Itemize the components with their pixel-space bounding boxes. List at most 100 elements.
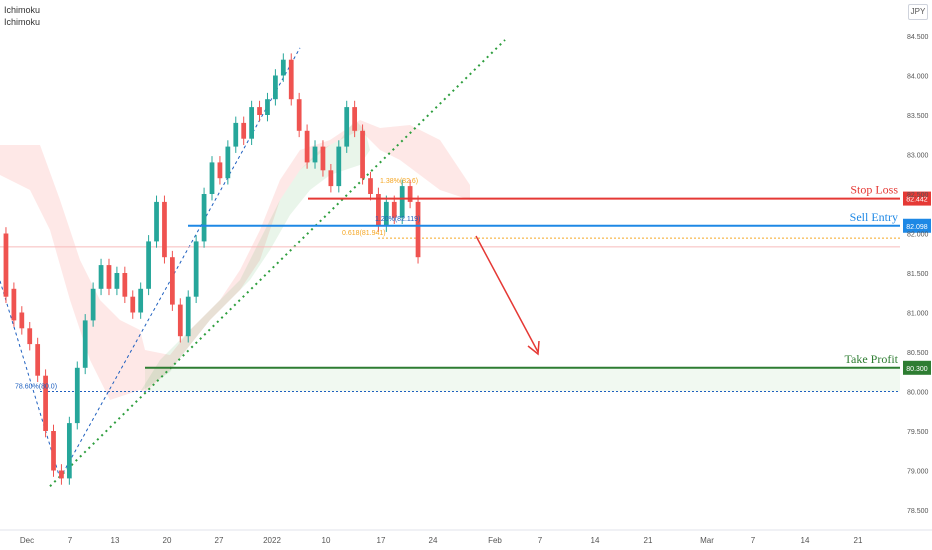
fib-label: 0.618(81.941)	[342, 230, 386, 237]
currency-label[interactable]: JPY	[908, 4, 928, 20]
candle-body	[383, 201, 389, 226]
y-tick-label: 81.000	[907, 311, 929, 318]
y-tick-label: 79.000	[907, 469, 929, 476]
candle-body	[407, 186, 413, 202]
price-tag	[903, 360, 931, 375]
price-tag-value: 80.300	[906, 366, 928, 373]
fib-extension-line	[59, 47, 301, 479]
candle-body	[280, 59, 286, 76]
candle-body	[201, 194, 207, 242]
y-tick-label: 83.000	[907, 153, 929, 160]
x-tick-label: 7	[538, 536, 543, 545]
candle-body	[154, 201, 159, 242]
candle-body	[19, 312, 25, 329]
fib-label: 1.20%(82.119)	[375, 216, 420, 223]
candle-body	[170, 257, 175, 305]
cloud-bullish	[140, 120, 370, 392]
candle-body	[217, 162, 223, 179]
x-tick-label: 17	[377, 536, 386, 545]
candle-body	[162, 201, 167, 258]
x-tick-label: 24	[429, 536, 438, 545]
candle-body	[249, 107, 254, 139]
candle-body	[344, 107, 350, 147]
candle-body	[328, 170, 334, 187]
candles	[3, 53, 421, 485]
candle-body	[11, 288, 17, 321]
y-tick-label: 84.500	[907, 34, 929, 41]
x-tick-label: 2022	[263, 536, 281, 545]
candle-body	[312, 146, 318, 163]
candle-body	[241, 122, 247, 139]
candle-body	[90, 288, 96, 321]
candle-body	[130, 296, 136, 313]
candle-body	[233, 122, 239, 147]
candle-body	[265, 99, 270, 115]
candle-body	[122, 273, 128, 297]
fib-label: 1.38%(82.6)	[380, 178, 418, 185]
candle-body	[3, 233, 9, 297]
candle-body	[257, 107, 262, 115]
y-tick-label: 80.500	[907, 350, 929, 357]
candle-body	[66, 423, 72, 479]
x-tick-label: Dec	[20, 536, 34, 545]
level-label: Sell Entry	[850, 210, 898, 224]
target-arrow	[475, 235, 539, 353]
candle-body	[59, 470, 64, 479]
y-tick-label: 79.500	[907, 429, 929, 436]
candle-body	[74, 367, 80, 424]
candle-body	[360, 130, 365, 179]
candle-body	[193, 241, 199, 297]
candle-body	[320, 146, 326, 171]
candle-body	[138, 288, 144, 313]
candle-body	[98, 265, 104, 289]
fib-extension-line	[0, 280, 61, 479]
x-tick-label: 14	[801, 536, 810, 545]
y-tick-label: 82.500	[907, 192, 929, 199]
x-tick-label: 27	[215, 536, 224, 545]
price-tag	[903, 218, 931, 233]
fib-label: 78.60%(80.0)	[15, 384, 57, 391]
level-label: Take Profit	[845, 352, 899, 366]
x-tick-label: 10	[322, 536, 331, 545]
candle-body	[82, 320, 88, 368]
y-tick-label: 82.000	[907, 232, 929, 239]
trendline-support	[49, 39, 506, 488]
price-tag-value: 82.098	[906, 224, 928, 231]
y-tick-label: 81.500	[907, 271, 929, 278]
candle-body	[336, 146, 342, 187]
candle-body	[35, 344, 41, 376]
candle-body	[273, 75, 278, 100]
y-tick-label: 84.000	[907, 74, 929, 81]
drawings	[0, 39, 900, 488]
candle-body	[399, 186, 405, 218]
candle-body	[391, 201, 397, 218]
x-tick-label: 7	[68, 536, 73, 545]
candle-body	[209, 162, 215, 194]
candle-body	[225, 146, 231, 179]
price-tag	[903, 191, 931, 206]
candle-body	[296, 99, 302, 131]
x-tick-label: 21	[854, 536, 863, 545]
x-tick-label: 7	[751, 536, 756, 545]
target-arrow-head	[527, 340, 540, 356]
x-tick-label: 13	[111, 536, 120, 545]
candle-body	[146, 241, 151, 289]
candle-body	[51, 431, 56, 471]
y-tick-label: 78.500	[907, 508, 929, 515]
y-tick-label: 83.500	[907, 113, 929, 120]
candle-body	[304, 130, 310, 163]
x-tick-label: 14	[591, 536, 600, 545]
price-tag-value: 82.442	[906, 197, 928, 204]
candle-body	[177, 304, 183, 337]
trade-levels: Stop Loss 82.442 Sell Entry 82.098 Take Prof…	[15, 178, 931, 391]
indicator-name[interactable]: Ichimoku	[4, 17, 41, 27]
indicator-name[interactable]: Ichimoku	[4, 5, 41, 15]
candle-body	[106, 265, 112, 289]
level-label: Stop Loss	[850, 183, 898, 197]
y-tick-label: 80.000	[907, 390, 929, 397]
ichimoku-cloud	[0, 120, 900, 400]
cloud-bearish	[0, 120, 470, 400]
x-tick-label: Mar	[700, 536, 714, 545]
